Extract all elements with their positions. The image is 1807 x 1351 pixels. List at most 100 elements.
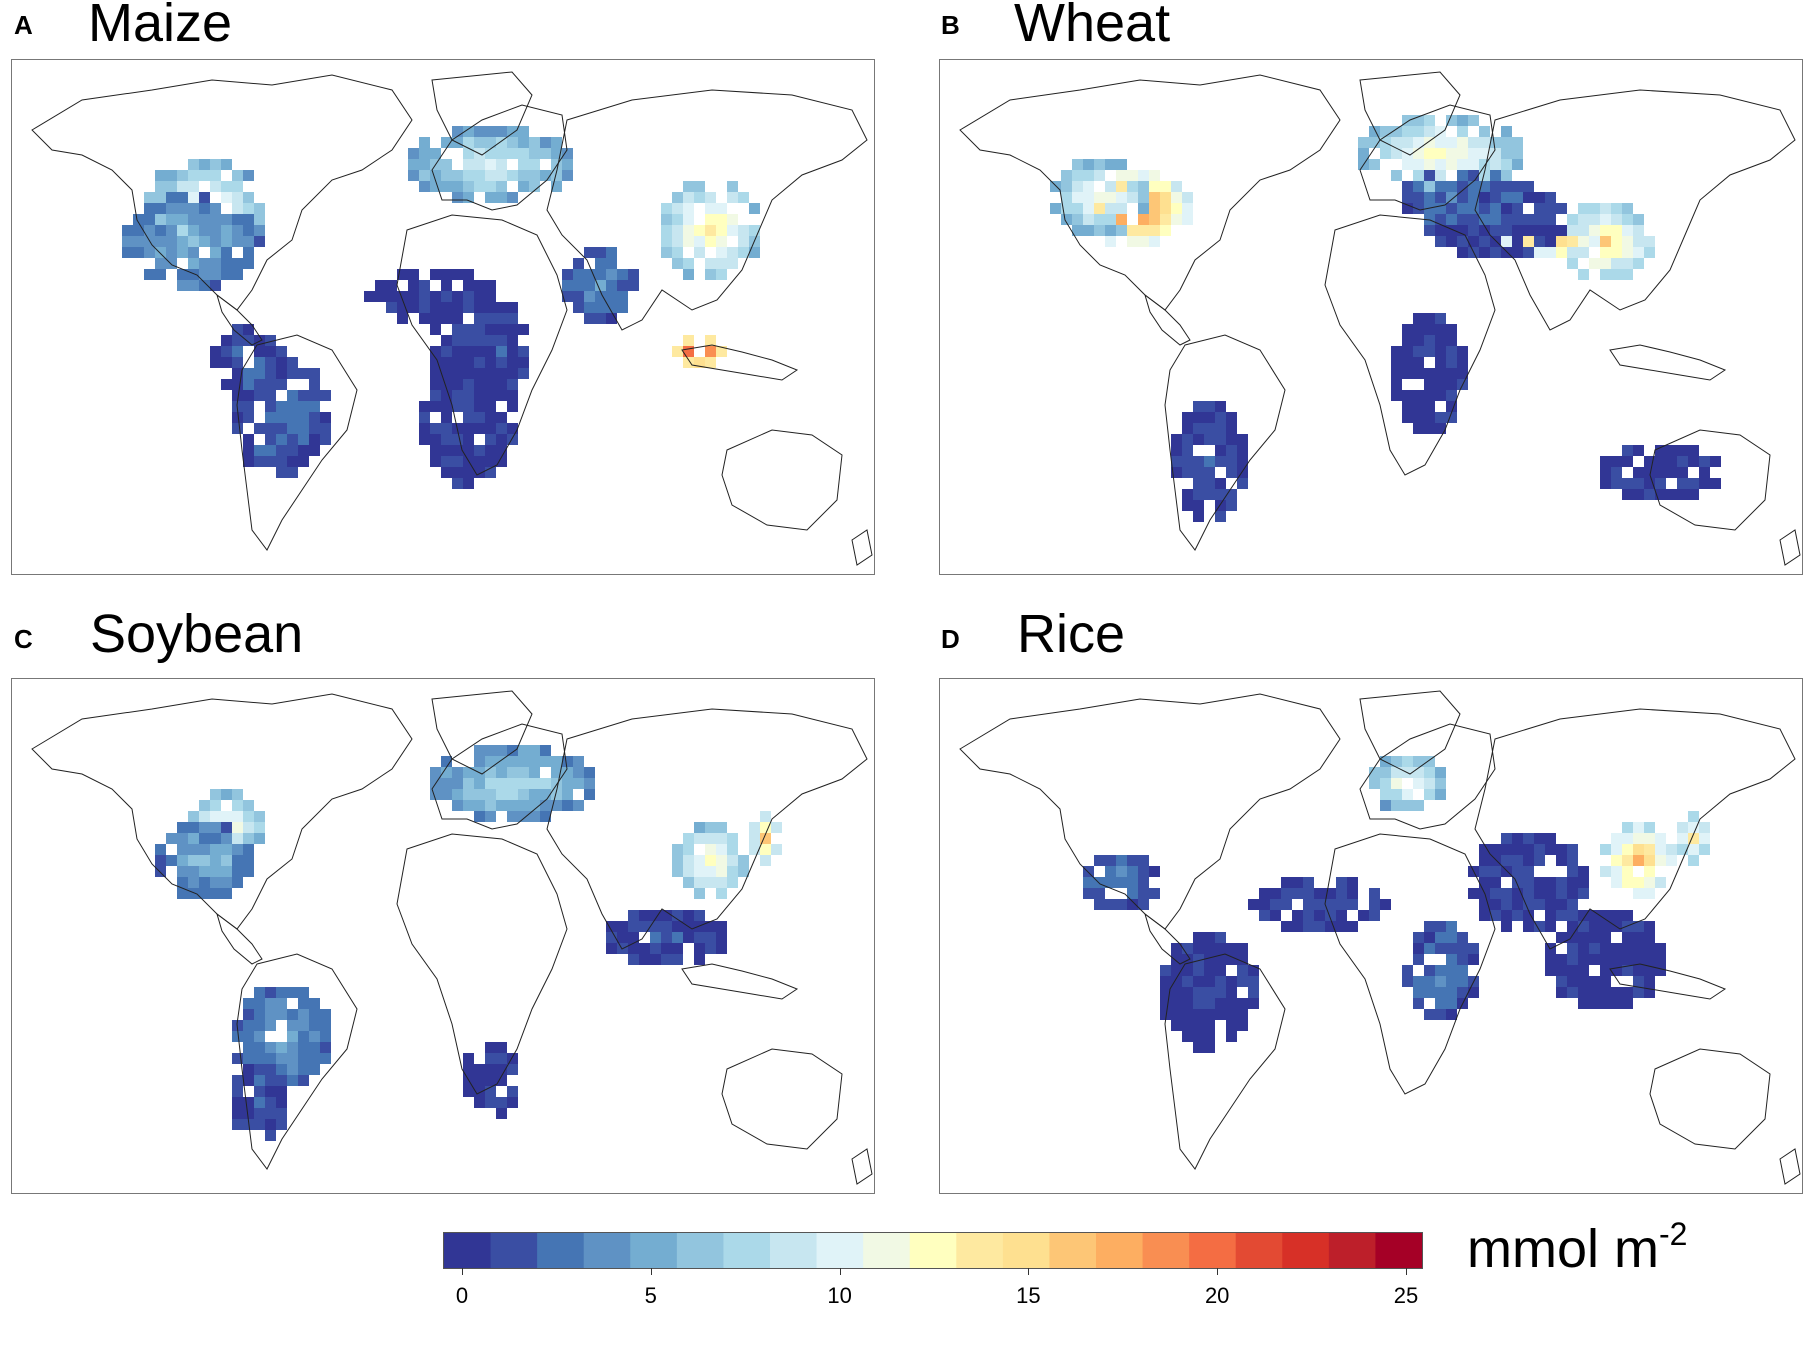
maize-cell bbox=[496, 368, 507, 379]
wheat-cell bbox=[1600, 456, 1611, 467]
soybean-cell bbox=[243, 1097, 254, 1108]
maize-cell bbox=[155, 203, 166, 214]
maize-cell bbox=[551, 148, 562, 159]
soybean-land-outline bbox=[431, 723, 568, 830]
maize-cell bbox=[716, 346, 727, 357]
soybean-cell bbox=[672, 954, 683, 965]
wheat-cell bbox=[1435, 148, 1446, 159]
rice-cell bbox=[1600, 943, 1611, 954]
maize-cell bbox=[452, 291, 463, 302]
rice-cell bbox=[1204, 965, 1215, 976]
rice-cell bbox=[1237, 965, 1248, 976]
rice-cell bbox=[1655, 943, 1666, 954]
soybean-cell bbox=[452, 800, 463, 811]
soybean-grid-cells bbox=[155, 745, 782, 1141]
soybean-cell bbox=[507, 1053, 518, 1064]
wheat-cell bbox=[1215, 500, 1226, 511]
maize-cell bbox=[276, 401, 287, 412]
rice-cell bbox=[1171, 943, 1182, 954]
rice-cell bbox=[1622, 998, 1633, 1009]
maize-cell bbox=[496, 390, 507, 401]
maize-cell bbox=[375, 280, 386, 291]
rice-land-outline bbox=[1144, 912, 1191, 965]
maize-cell bbox=[518, 170, 529, 181]
wheat-cell bbox=[1633, 225, 1644, 236]
soybean-cell bbox=[232, 1108, 243, 1119]
maize-cell bbox=[474, 357, 485, 368]
wheat-cell bbox=[1193, 412, 1204, 423]
rice-cell bbox=[1666, 855, 1677, 866]
soybean-cell bbox=[507, 756, 518, 767]
maize-cell bbox=[144, 225, 155, 236]
rice-cell bbox=[1402, 789, 1413, 800]
rice-cell bbox=[1314, 910, 1325, 921]
wheat-cell bbox=[1402, 401, 1413, 412]
maize-cell bbox=[430, 269, 441, 280]
maize-cell bbox=[419, 434, 430, 445]
maize-cell bbox=[419, 148, 430, 159]
wheat-cell bbox=[1435, 203, 1446, 214]
maize-cell bbox=[155, 192, 166, 203]
soybean-cell bbox=[232, 789, 243, 800]
colorbar-segment bbox=[676, 1233, 725, 1268]
map-rice bbox=[939, 678, 1803, 1194]
soybean-cell bbox=[210, 811, 221, 822]
soybean-cell bbox=[265, 1086, 276, 1097]
wheat-cell bbox=[1589, 225, 1600, 236]
maize-cell bbox=[419, 181, 430, 192]
wheat-cell bbox=[1424, 335, 1435, 346]
rice-cell bbox=[1314, 888, 1325, 899]
soybean-cell bbox=[507, 800, 518, 811]
soybean-cell bbox=[265, 1119, 276, 1130]
rice-coastlines bbox=[959, 690, 1801, 1185]
wheat-cell bbox=[1182, 434, 1193, 445]
rice-land-outline bbox=[1359, 723, 1496, 830]
soybean-cell bbox=[617, 921, 628, 932]
rice-cell bbox=[1545, 888, 1556, 899]
maize-cell bbox=[485, 126, 496, 137]
soybean-cell bbox=[716, 822, 727, 833]
wheat-cell bbox=[1149, 192, 1160, 203]
soybean-cell bbox=[705, 855, 716, 866]
soybean-cell bbox=[738, 866, 749, 877]
maize-cell bbox=[430, 313, 441, 324]
maize-cell bbox=[144, 192, 155, 203]
maize-cell bbox=[474, 401, 485, 412]
rice-cell bbox=[1633, 976, 1644, 987]
wheat-cell bbox=[1534, 236, 1545, 247]
soybean-cell bbox=[177, 888, 188, 899]
soybean-cell bbox=[276, 987, 287, 998]
wheat-cell bbox=[1699, 478, 1710, 489]
wheat-cell bbox=[1413, 137, 1424, 148]
rice-cell bbox=[1600, 998, 1611, 1009]
soybean-cell bbox=[562, 767, 573, 778]
maize-cell bbox=[452, 170, 463, 181]
rice-cell bbox=[1292, 921, 1303, 932]
soybean-cell bbox=[760, 833, 771, 844]
wheat-cell bbox=[1182, 423, 1193, 434]
maize-cell bbox=[738, 236, 749, 247]
wheat-cell bbox=[1182, 467, 1193, 478]
maize-cell bbox=[672, 214, 683, 225]
soybean-cell bbox=[705, 822, 716, 833]
wheat-cell bbox=[1105, 225, 1116, 236]
maize-cell bbox=[188, 236, 199, 247]
soybean-cell bbox=[298, 1064, 309, 1075]
soybean-cell bbox=[485, 1075, 496, 1086]
wheat-cell bbox=[1446, 401, 1457, 412]
rice-cell bbox=[1380, 800, 1391, 811]
wheat-cell bbox=[1644, 478, 1655, 489]
maize-cell bbox=[474, 445, 485, 456]
maize-cell bbox=[463, 148, 474, 159]
wheat-land-outline bbox=[1359, 104, 1496, 211]
soybean-cell bbox=[243, 844, 254, 855]
wheat-cell bbox=[1677, 467, 1688, 478]
rice-cell bbox=[1578, 910, 1589, 921]
rice-cell bbox=[1655, 965, 1666, 976]
wheat-cell bbox=[1424, 401, 1435, 412]
soybean-cell bbox=[628, 954, 639, 965]
soybean-cell bbox=[518, 800, 529, 811]
soybean-cell bbox=[276, 1108, 287, 1119]
rice-cell bbox=[1567, 899, 1578, 910]
soybean-cell bbox=[760, 844, 771, 855]
